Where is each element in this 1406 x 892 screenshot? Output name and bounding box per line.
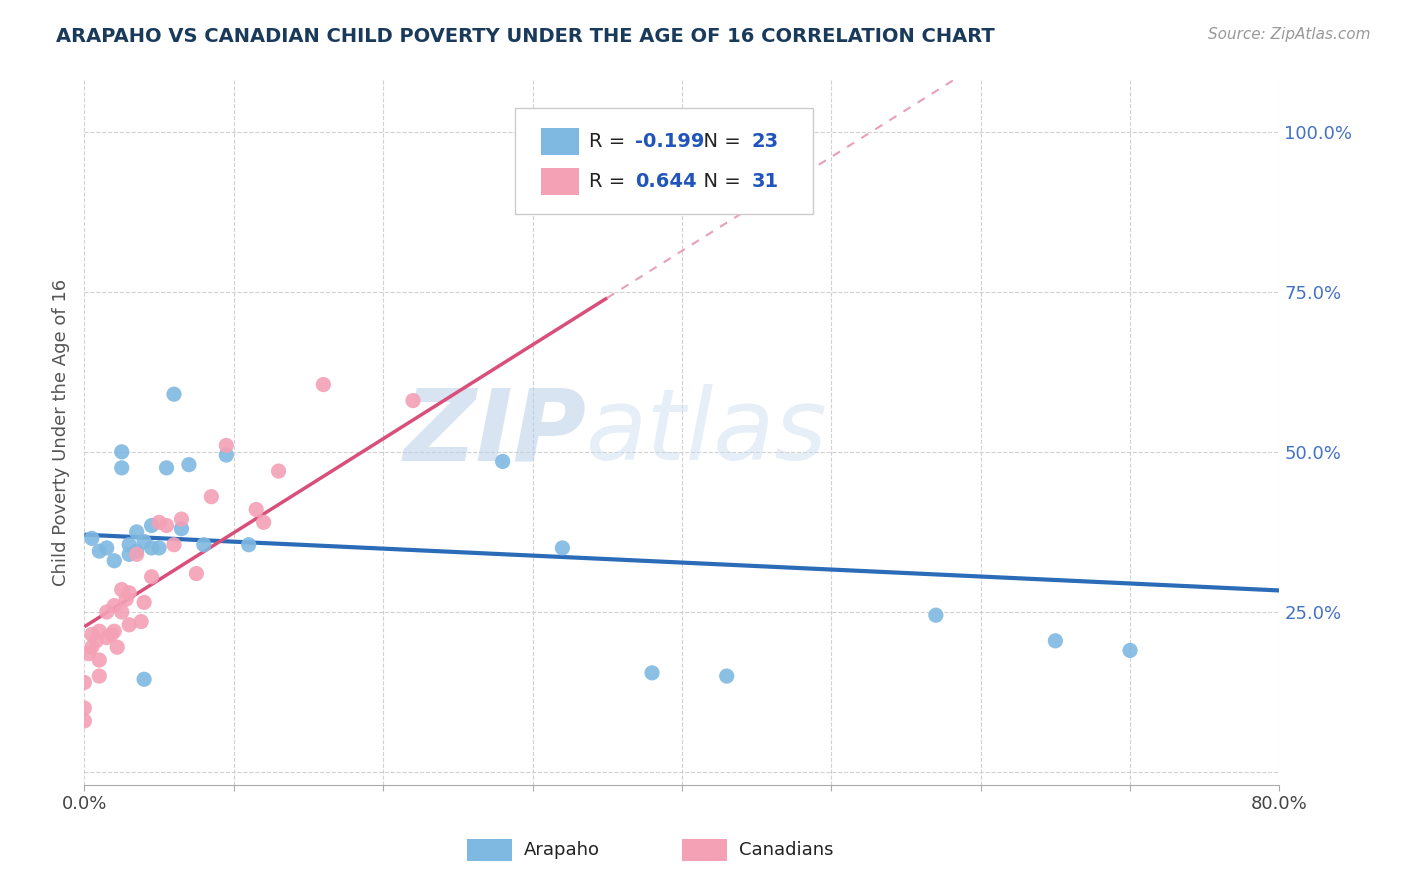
Point	[80, 627, 103, 641]
Text: ARAPAHO VS CANADIAN CHILD POVERTY UNDER THE AGE OF 16 CORRELATION CHART: ARAPAHO VS CANADIAN CHILD POVERTY UNDER …	[56, 27, 995, 45]
Point	[111, 445, 134, 459]
Point	[215, 448, 238, 462]
Point	[1119, 643, 1142, 657]
Point	[132, 534, 156, 549]
Point	[73, 701, 96, 715]
Point	[115, 592, 138, 607]
Point	[80, 640, 103, 655]
Text: atlas: atlas	[586, 384, 828, 481]
Point	[141, 570, 163, 584]
Point	[100, 627, 122, 641]
Point	[155, 461, 177, 475]
FancyBboxPatch shape	[541, 128, 579, 154]
Point	[118, 538, 141, 552]
Point	[89, 669, 111, 683]
Point	[238, 538, 260, 552]
FancyBboxPatch shape	[467, 838, 512, 861]
Point	[312, 377, 335, 392]
Point	[132, 595, 156, 609]
Point	[141, 518, 163, 533]
Point	[402, 393, 425, 408]
Point	[596, 182, 619, 196]
Point	[96, 605, 118, 619]
Point	[96, 631, 118, 645]
Point	[215, 438, 238, 452]
FancyBboxPatch shape	[515, 109, 814, 214]
Point	[141, 541, 163, 555]
Point	[245, 502, 267, 516]
Text: ZIP: ZIP	[404, 384, 586, 481]
FancyBboxPatch shape	[682, 838, 727, 861]
Point	[492, 454, 515, 468]
Text: 31: 31	[751, 172, 779, 191]
Point	[170, 522, 193, 536]
Point	[103, 599, 125, 613]
Point	[155, 518, 177, 533]
Point	[267, 464, 290, 478]
Point	[89, 624, 111, 639]
Point	[118, 586, 141, 600]
Point	[73, 675, 96, 690]
Point	[193, 538, 215, 552]
Point	[125, 547, 148, 561]
Point	[551, 541, 574, 555]
Point	[96, 541, 118, 555]
Point	[118, 617, 141, 632]
Point	[111, 605, 134, 619]
Point	[253, 516, 276, 530]
Text: R =: R =	[589, 132, 631, 151]
Point	[129, 615, 152, 629]
Point	[716, 669, 738, 683]
Point	[186, 566, 208, 581]
Point	[163, 387, 186, 401]
FancyBboxPatch shape	[541, 168, 579, 194]
Point	[641, 665, 664, 680]
Text: R =: R =	[589, 172, 631, 191]
Y-axis label: Child Poverty Under the Age of 16: Child Poverty Under the Age of 16	[52, 279, 70, 586]
Point	[163, 538, 186, 552]
Point	[73, 714, 96, 728]
Text: Source: ZipAtlas.com: Source: ZipAtlas.com	[1208, 27, 1371, 42]
Point	[148, 541, 170, 555]
Point	[1045, 633, 1067, 648]
Point	[111, 461, 134, 475]
Point	[925, 608, 948, 623]
Text: Arapaho: Arapaho	[524, 841, 600, 859]
Point	[111, 582, 134, 597]
Point	[80, 532, 103, 546]
Text: 0.644: 0.644	[636, 172, 697, 191]
Point	[132, 673, 156, 687]
Text: N =: N =	[692, 132, 748, 151]
Text: 23: 23	[751, 132, 779, 151]
Point	[77, 647, 100, 661]
Text: N =: N =	[692, 172, 748, 191]
Point	[86, 633, 108, 648]
Point	[200, 490, 222, 504]
Point	[103, 554, 125, 568]
Point	[177, 458, 200, 472]
Point	[170, 512, 193, 526]
Point	[105, 640, 128, 655]
Point	[125, 524, 148, 539]
Point	[118, 547, 141, 561]
Text: Canadians: Canadians	[740, 841, 834, 859]
Point	[148, 516, 170, 530]
Point	[103, 624, 125, 639]
Point	[89, 544, 111, 558]
Point	[89, 653, 111, 667]
Text: -0.199: -0.199	[636, 132, 704, 151]
Point	[125, 544, 148, 558]
